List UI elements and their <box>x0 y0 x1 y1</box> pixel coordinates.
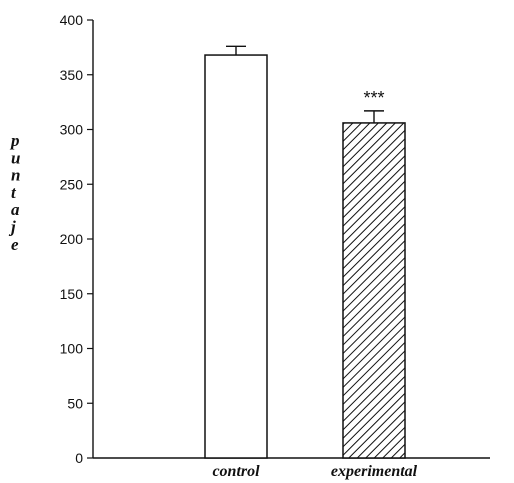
bars-layer <box>204 45 406 459</box>
bar <box>342 122 406 459</box>
y-tick-label: 350 <box>60 67 84 83</box>
y-tick-label: 400 <box>60 12 84 28</box>
y-tick-label: 50 <box>67 395 83 411</box>
y-axis-label-letter: n <box>11 166 20 185</box>
y-tick-label: 250 <box>60 176 84 192</box>
x-category-label: control <box>212 463 260 480</box>
y-tick-label: 0 <box>75 450 83 466</box>
significance-annotation: *** <box>363 88 384 108</box>
y-axis-label-letter: t <box>11 183 17 202</box>
y-axis-label-letter: e <box>11 235 19 254</box>
y-tick-label: 150 <box>60 286 84 302</box>
y-axis-label-letter: p <box>9 131 20 150</box>
axes-layer <box>87 19 490 459</box>
y-axis-label-letter: j <box>8 218 16 237</box>
x-category-label: experimental <box>331 463 418 480</box>
y-tick-label: 300 <box>60 122 84 138</box>
y-axis-label-letter: u <box>11 148 20 167</box>
y-tick-label: 200 <box>60 231 84 247</box>
y-axis-label-letter: a <box>11 200 20 219</box>
bar <box>204 54 268 459</box>
y-tick-label: 100 <box>60 341 84 357</box>
